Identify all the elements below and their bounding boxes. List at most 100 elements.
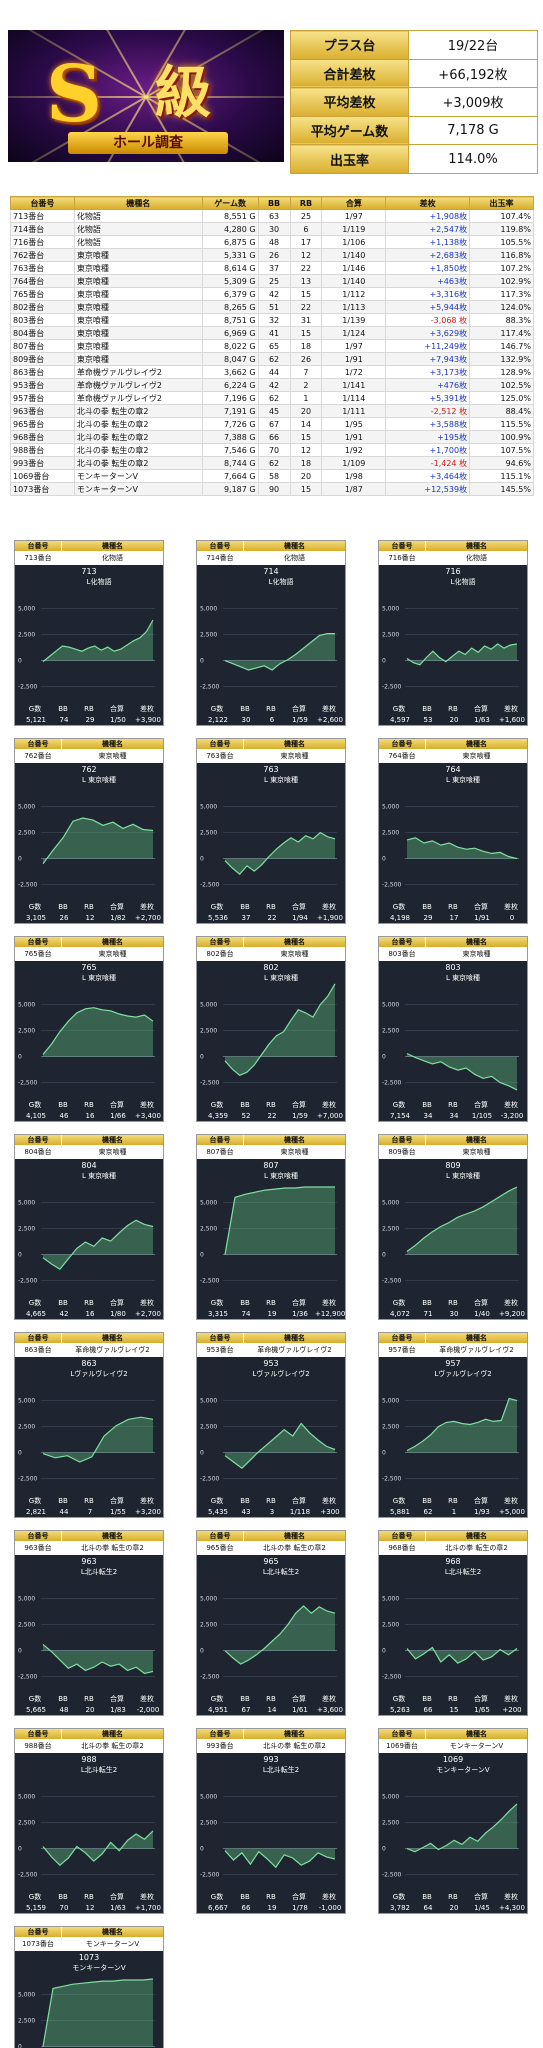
stat-value: 1/93 (474, 1508, 490, 1516)
card-machine-name: 革命機ヴァルヴレイヴ2 (75, 1346, 150, 1354)
stat-value: 7,154 (389, 1112, 411, 1120)
stat-value: 5,159 (25, 1904, 47, 1912)
stat-label: 差枚 (504, 1497, 518, 1505)
card-stats: G数 6,667 BB 66 RB 19 合算 1/78 差枚 -1,000 (203, 1892, 343, 1914)
graph-subtitle: L化物語 (450, 578, 476, 586)
stat-label: RB (448, 1695, 458, 1703)
stat-value: 52 (241, 1112, 251, 1120)
card-stats: G数 7,154 BB 34 RB 34 合算 1/105 差枚 -3,200 (385, 1100, 525, 1122)
card-machine-name: 東京喰種 (280, 752, 309, 760)
graph-card: 台番号 機種名 764番台 東京喰種 764 L 東京喰種 G数 4,198 BB 29 RB 17 合… (378, 738, 528, 924)
card-unit-number: 1073番台 (22, 1940, 54, 1948)
graph-card: 台番号 機種名 716番台 化物語 716 L化物語 G数 4,597 BB 53 RB 20 合算 1/… (378, 540, 528, 726)
card-stats: G数 5,159 BB 70 RB 12 合算 1/63 差枚 +1,700 (21, 1892, 161, 1914)
card-header-label-machine: 機種名 (62, 541, 163, 551)
y-tick-label: 5,000 (18, 1002, 35, 1009)
stat-label: BB (240, 1695, 250, 1703)
cell-bb: 30 (257, 222, 291, 236)
cell-payout: 102.9% (469, 274, 534, 288)
series-area (43, 620, 153, 662)
series-area (407, 1647, 517, 1664)
stat-value: 12 (85, 1904, 95, 1912)
cell-machine: モンキーターンV (73, 482, 203, 496)
stat-value: 44 (59, 1508, 69, 1516)
y-tick-label: 0 (18, 856, 22, 863)
stat-label: BB (58, 903, 68, 911)
cell-machine: 化物語 (73, 209, 203, 223)
cell-combined: 1/91 (321, 430, 387, 444)
stat-value: 43 (241, 1508, 251, 1516)
summary-label: 合計差枚 (290, 58, 409, 89)
y-tick-label: 2,500 (382, 1820, 399, 1827)
y-tick-label: -2,500 (18, 1278, 38, 1285)
stat-value: 48 (59, 1706, 69, 1714)
stat-label: G数 (210, 1893, 224, 1901)
stat-label: 合算 (292, 903, 306, 911)
cell-combined: 1/98 (321, 469, 387, 483)
y-tick-label: 2,500 (200, 632, 217, 639)
table-row: 1073番台 モンキーターンV 9,187 G 90 15 1/87 +12,539枚 145… (10, 482, 534, 496)
summary-value: +3,009枚 (408, 87, 538, 117)
cell-bb: 37 (257, 261, 291, 275)
series-line (224, 1605, 336, 1665)
stat-label: RB (448, 903, 458, 911)
series-area (225, 832, 335, 875)
cell-combined: 1/111 (321, 404, 387, 418)
cell-games: 4,280 G (201, 222, 259, 236)
stat-label: 差枚 (504, 705, 518, 713)
y-tick-label: -2,500 (200, 684, 220, 691)
stat-label: RB (266, 903, 276, 911)
col-header-rb: RB (289, 196, 323, 210)
card-machine-name: 化物語 (284, 554, 305, 562)
stat-value: 1/105 (471, 1112, 493, 1120)
stat-label: 差枚 (504, 1299, 518, 1307)
cell-diff: +3,316枚 (385, 287, 471, 301)
series-line (42, 1978, 154, 2047)
graph-title: 804 (81, 1161, 97, 1170)
cell-diff: +11,249枚 (385, 339, 471, 353)
stat-value: +5,000 (499, 1508, 525, 1516)
stat-value: -2,000 (136, 1706, 160, 1714)
graph-card: 台番号 機種名 802番台 東京喰種 802 L 東京喰種 G数 4,359 BB 52 RB 22 合… (196, 936, 346, 1122)
stat-label: 合算 (474, 1101, 488, 1109)
y-tick-label: 5,000 (18, 606, 35, 613)
series-area (407, 1398, 517, 1453)
card-header-label-unit: 台番号 (15, 739, 61, 749)
stat-value: 4,072 (389, 1310, 411, 1318)
stat-label: RB (84, 1497, 94, 1505)
card-unit-number: 762番台 (24, 752, 52, 760)
graph-card: 台番号 機種名 963番台 北斗の拳 転生の章2 963 L北斗転生2 G数 5,665 BB 4… (14, 1530, 164, 1716)
card-header-label-machine: 機種名 (62, 1333, 163, 1343)
cell-games: 7,664 G (201, 469, 259, 483)
card-header: 台番号 機種名 965番台 北斗の拳 転生の章2 (197, 1531, 345, 1555)
cell-payout: 107.5% (469, 443, 534, 457)
cell-machine: 東京喰種 (73, 248, 203, 262)
stat-value: +1,900 (317, 914, 343, 922)
card-header: 台番号 機種名 762番台 東京喰種 (15, 739, 163, 763)
stat-label: G数 (210, 1299, 224, 1307)
stat-label: G数 (392, 1299, 406, 1307)
table-row: 764番台 東京喰種 5,309 G 25 13 1/140 +463枚 102.9% (10, 274, 534, 288)
card-stats: G数 5,665 BB 48 RB 20 合算 1/83 差枚 -2,000 (21, 1694, 161, 1716)
stat-label: 合算 (474, 705, 488, 713)
stat-value: 6 (269, 716, 275, 724)
y-tick-label: 2,500 (18, 1028, 35, 1035)
y-tick-label: 0 (18, 1252, 22, 1259)
cell-rb: 25 (289, 209, 323, 223)
card-unit-number: 716番台 (388, 554, 416, 562)
stat-value: +2,700 (135, 914, 161, 922)
col-header-unit: 台番号 (10, 196, 75, 210)
y-tick-label: 2,500 (18, 632, 35, 639)
cell-diff: +1,700枚 (385, 443, 471, 457)
cell-unit: 807番台 (10, 339, 75, 353)
card-machine-name: 革命機ヴァルヴレイヴ2 (257, 1346, 332, 1354)
card-machine-name: 東京喰種 (280, 1148, 309, 1156)
cell-combined: 1/124 (321, 326, 387, 340)
cell-payout: 146.7% (469, 339, 534, 353)
series-line (224, 1422, 336, 1469)
stat-value: 4,198 (389, 914, 411, 922)
table-row: 968番台 北斗の拳 転生の章2 7,388 G 66 15 1/91 +195枚 100.9… (10, 430, 534, 444)
table-row: 716番台 化物語 6,875 G 48 17 1/106 +1,138枚 105.5% (10, 235, 534, 249)
cell-unit: 809番台 (10, 352, 75, 366)
